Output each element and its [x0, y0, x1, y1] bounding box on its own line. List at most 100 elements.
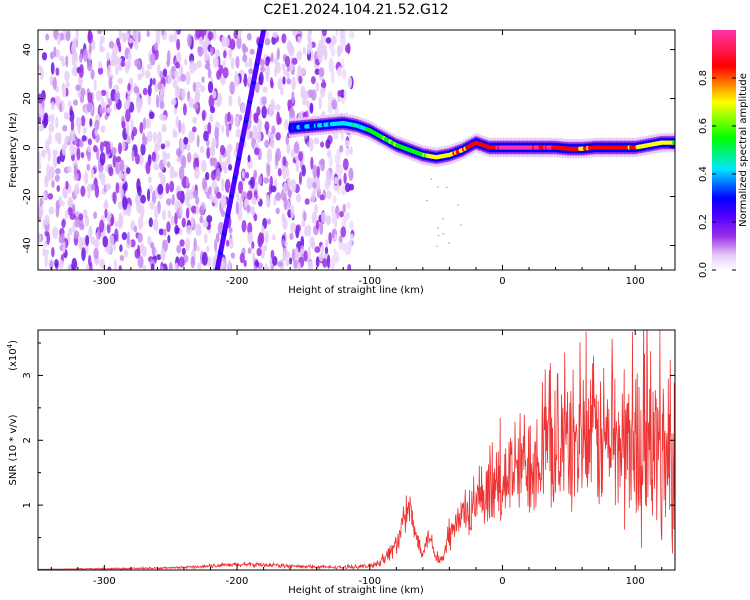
spectrogram-noise-blob	[284, 240, 288, 247]
spectrogram-noise-blob	[75, 84, 81, 91]
spectrogram-noise-blob	[179, 228, 183, 236]
spectrogram-noise-blob	[325, 169, 331, 182]
spectrogram-tail-dot	[442, 217, 445, 220]
spectrogram-noise-blob	[275, 207, 280, 215]
spectrogram-noise-blob	[114, 90, 119, 104]
spectrogram-noise-blob	[47, 114, 52, 123]
spectrogram-noise-blob	[260, 66, 266, 73]
snr-y-tick-label-1: 2	[22, 437, 33, 443]
spectrogram-noise-blob	[197, 262, 202, 270]
spectrogram-noise-blob	[54, 168, 61, 175]
spectrogram-noise-blob	[90, 168, 95, 179]
spectrogram-noise-blob	[140, 243, 144, 254]
spectrogram-noise-blob	[316, 178, 321, 192]
spectrogram-noise-blob	[115, 160, 121, 175]
spectrogram-noise-blob	[318, 67, 325, 77]
spectrogram-noise-blob	[206, 146, 211, 159]
spectrogram-noise-blob	[70, 119, 75, 133]
spectrogram-noise-blob	[325, 239, 329, 249]
spectrogram-noise-blob	[326, 254, 331, 269]
spectrogram-noise-blob	[186, 142, 191, 152]
spectrogram-tail-dot	[437, 186, 439, 188]
snr-series-line	[38, 330, 675, 570]
spectrogram-noise-blob	[107, 98, 113, 107]
spectrogram-noise-blob	[327, 91, 333, 104]
spectrogram-noise-blob	[328, 232, 332, 245]
spectrogram-noise-blob	[175, 148, 182, 157]
spectrogram-noise-blob	[293, 141, 300, 154]
spectrogram-x-ticks: -300 -200 -100 0 100	[50, 30, 663, 287]
spectrogram-noise-blob	[338, 178, 342, 187]
spectrogram-noise-blob	[139, 204, 145, 219]
spectrogram-noise-blob	[269, 175, 273, 188]
spectrogram-noise-blob	[194, 62, 198, 72]
spectrogram-noise-blob	[324, 246, 329, 255]
spectrogram-noise-blob	[67, 207, 73, 216]
spectrogram-noise-blob	[116, 37, 120, 46]
spectrogram-noise-blob	[291, 76, 296, 91]
spectrogram-noise-blob	[239, 196, 243, 211]
spectrogram-noise-blob	[166, 161, 171, 168]
spectrogram-noise-blob	[206, 245, 210, 253]
spectrogram-noise-blob	[227, 259, 231, 270]
spectrogram-noise-blob	[137, 255, 144, 269]
spectrogram-noise-blob	[43, 240, 48, 248]
spectrogram-noise-blob	[247, 231, 254, 244]
spectrogram-noise-blob	[64, 70, 70, 82]
spectrogram-noise-blob	[168, 33, 175, 43]
spectrogram-noise-blob	[148, 217, 153, 228]
spectrogram-noise-blob	[200, 85, 206, 93]
spectrogram-noise-blob	[68, 198, 73, 207]
snr-plot-area	[38, 330, 675, 570]
spectrogram-noise-blob	[57, 33, 61, 46]
spectrogram-noise-blob	[159, 100, 165, 110]
spectrogram-noise-blob	[52, 226, 59, 239]
spectrogram-noise-blob	[280, 87, 284, 96]
spectrogram-noise-blob	[276, 111, 281, 126]
spectrogram-noise-blob	[123, 249, 129, 258]
spectrogram-noise-blob	[247, 247, 252, 254]
spectrogram-noise-blob	[264, 37, 271, 46]
spectrogram-noise-blob	[328, 155, 333, 167]
spectrogram-noise-blob	[311, 241, 316, 250]
spectrogram-noise-blob	[59, 102, 63, 113]
spectrogram-noise-blob	[336, 67, 342, 77]
spectrogram-noise-blob	[53, 46, 57, 58]
spectrogram-noise-blob	[110, 216, 114, 226]
spectrogram-y-tick-label-2: 0	[22, 144, 33, 150]
spectrogram-noise-blob	[306, 224, 312, 237]
spectrogram-noise-blob	[149, 53, 156, 66]
spectrogram-noise-blob	[58, 259, 64, 269]
spectrogram-noise-blob	[100, 172, 106, 186]
spectrogram-noise-blob	[121, 140, 126, 151]
spectrogram-noise-blob	[247, 154, 251, 163]
spectrogram-noise-blob	[38, 208, 44, 218]
spectrogram-noise-blob	[211, 195, 218, 203]
spectrogram-noise-blob	[235, 128, 241, 138]
spectrogram-noise-blob	[141, 65, 145, 78]
spectrogram-noise-blob	[137, 232, 143, 243]
spectrogram-noise-blob	[78, 236, 84, 251]
spectrogram-noise-blob	[270, 185, 277, 193]
spectrogram-noise-blob	[118, 200, 124, 210]
spectrogram-noise-blob	[46, 163, 50, 177]
spectrogram-noise-blob	[90, 69, 95, 80]
spectrogram-noise-blob	[139, 98, 143, 108]
spectrogram-noise-blob	[39, 67, 44, 81]
spectrogram-noise-blob	[265, 71, 270, 82]
snr-x-tick-label-4: 100	[626, 576, 645, 587]
spectrogram-noise-blob	[92, 144, 98, 153]
spectrogram-noise-blob	[93, 211, 98, 219]
colorbar-tick-label-4: 0.8	[698, 70, 709, 86]
spectrogram-noise-blob	[140, 194, 147, 204]
spectrogram-noise-blob	[126, 231, 130, 246]
spectrogram-noise-blob	[254, 147, 260, 156]
spectrogram-noise-blob	[291, 248, 296, 262]
spectrogram-noise-blob	[86, 102, 93, 113]
spectrogram-noise-blob	[304, 198, 310, 205]
spectrogram-noise-blob	[208, 94, 215, 109]
spectrogram-noise-blob	[147, 176, 152, 184]
spectrogram-noise-blob	[85, 234, 90, 247]
snr-scale-exp: 4	[6, 343, 14, 348]
spectrogram-noise-blob	[185, 237, 191, 252]
